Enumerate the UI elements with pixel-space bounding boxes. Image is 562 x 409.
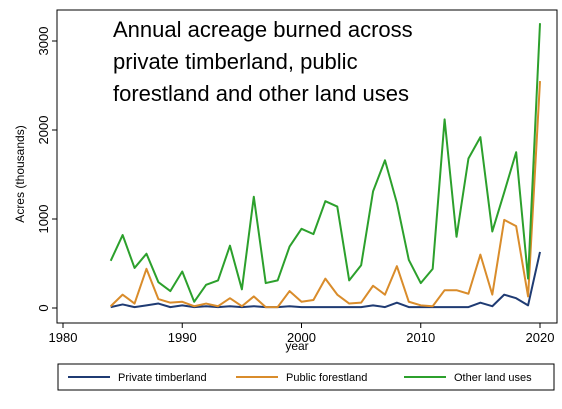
y-tick-label: 0 [36,304,51,311]
plot-frame [56,9,558,324]
y-tick-label: 1000 [36,205,51,234]
y-axis-title: Acres (thousands) [13,125,27,222]
x-axis: 1980 1990 2000 2010 2020 [49,323,555,345]
legend-label-1: Private timberland [118,372,207,384]
x-tick-label: 2020 [526,330,555,345]
series-layer [109,23,541,309]
legend-box [57,363,555,391]
y-axis: 0 1000 2000 3000 [36,27,57,312]
legend-label-3: Other land uses [454,372,532,384]
legend: Private timberland Public forestland Other… [68,372,532,384]
series-line-2 [110,80,541,309]
x-tick-label: 2000 [287,330,316,345]
y-tick-label: 3000 [36,27,51,56]
series-line-1 [110,251,541,309]
chart-title-line-2: private timberland, public [113,49,358,74]
series-line-3 [109,23,541,303]
x-axis-title: year [285,339,308,353]
x-tick-label: 1990 [168,330,197,345]
y-tick-label: 2000 [36,116,51,145]
legend-label-2: Public forestland [286,372,367,384]
chart-title-line-1: Annual acreage burned across [113,17,413,42]
x-tick-label: 2010 [406,330,435,345]
chart-title-line-3: forestland and other land uses [113,81,409,106]
x-tick-label: 1980 [49,330,78,345]
